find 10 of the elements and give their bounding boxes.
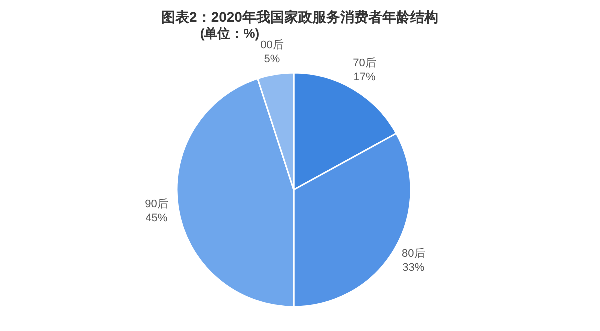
chart-subtitle: (单位：%) [200,26,260,41]
slice-label: 70后 [353,56,376,70]
data-label: 45% [146,212,168,225]
data-label: 17% [354,71,376,84]
chart-title: 图表2：2020年我国家政服务消费者年龄结构 [162,9,438,25]
slice-label: 00后 [260,38,284,52]
data-label: 33% [402,262,425,274]
data-label: 5% [264,54,280,66]
slice-label: 80后 [402,246,426,260]
slice-label: 90后 [145,198,168,211]
